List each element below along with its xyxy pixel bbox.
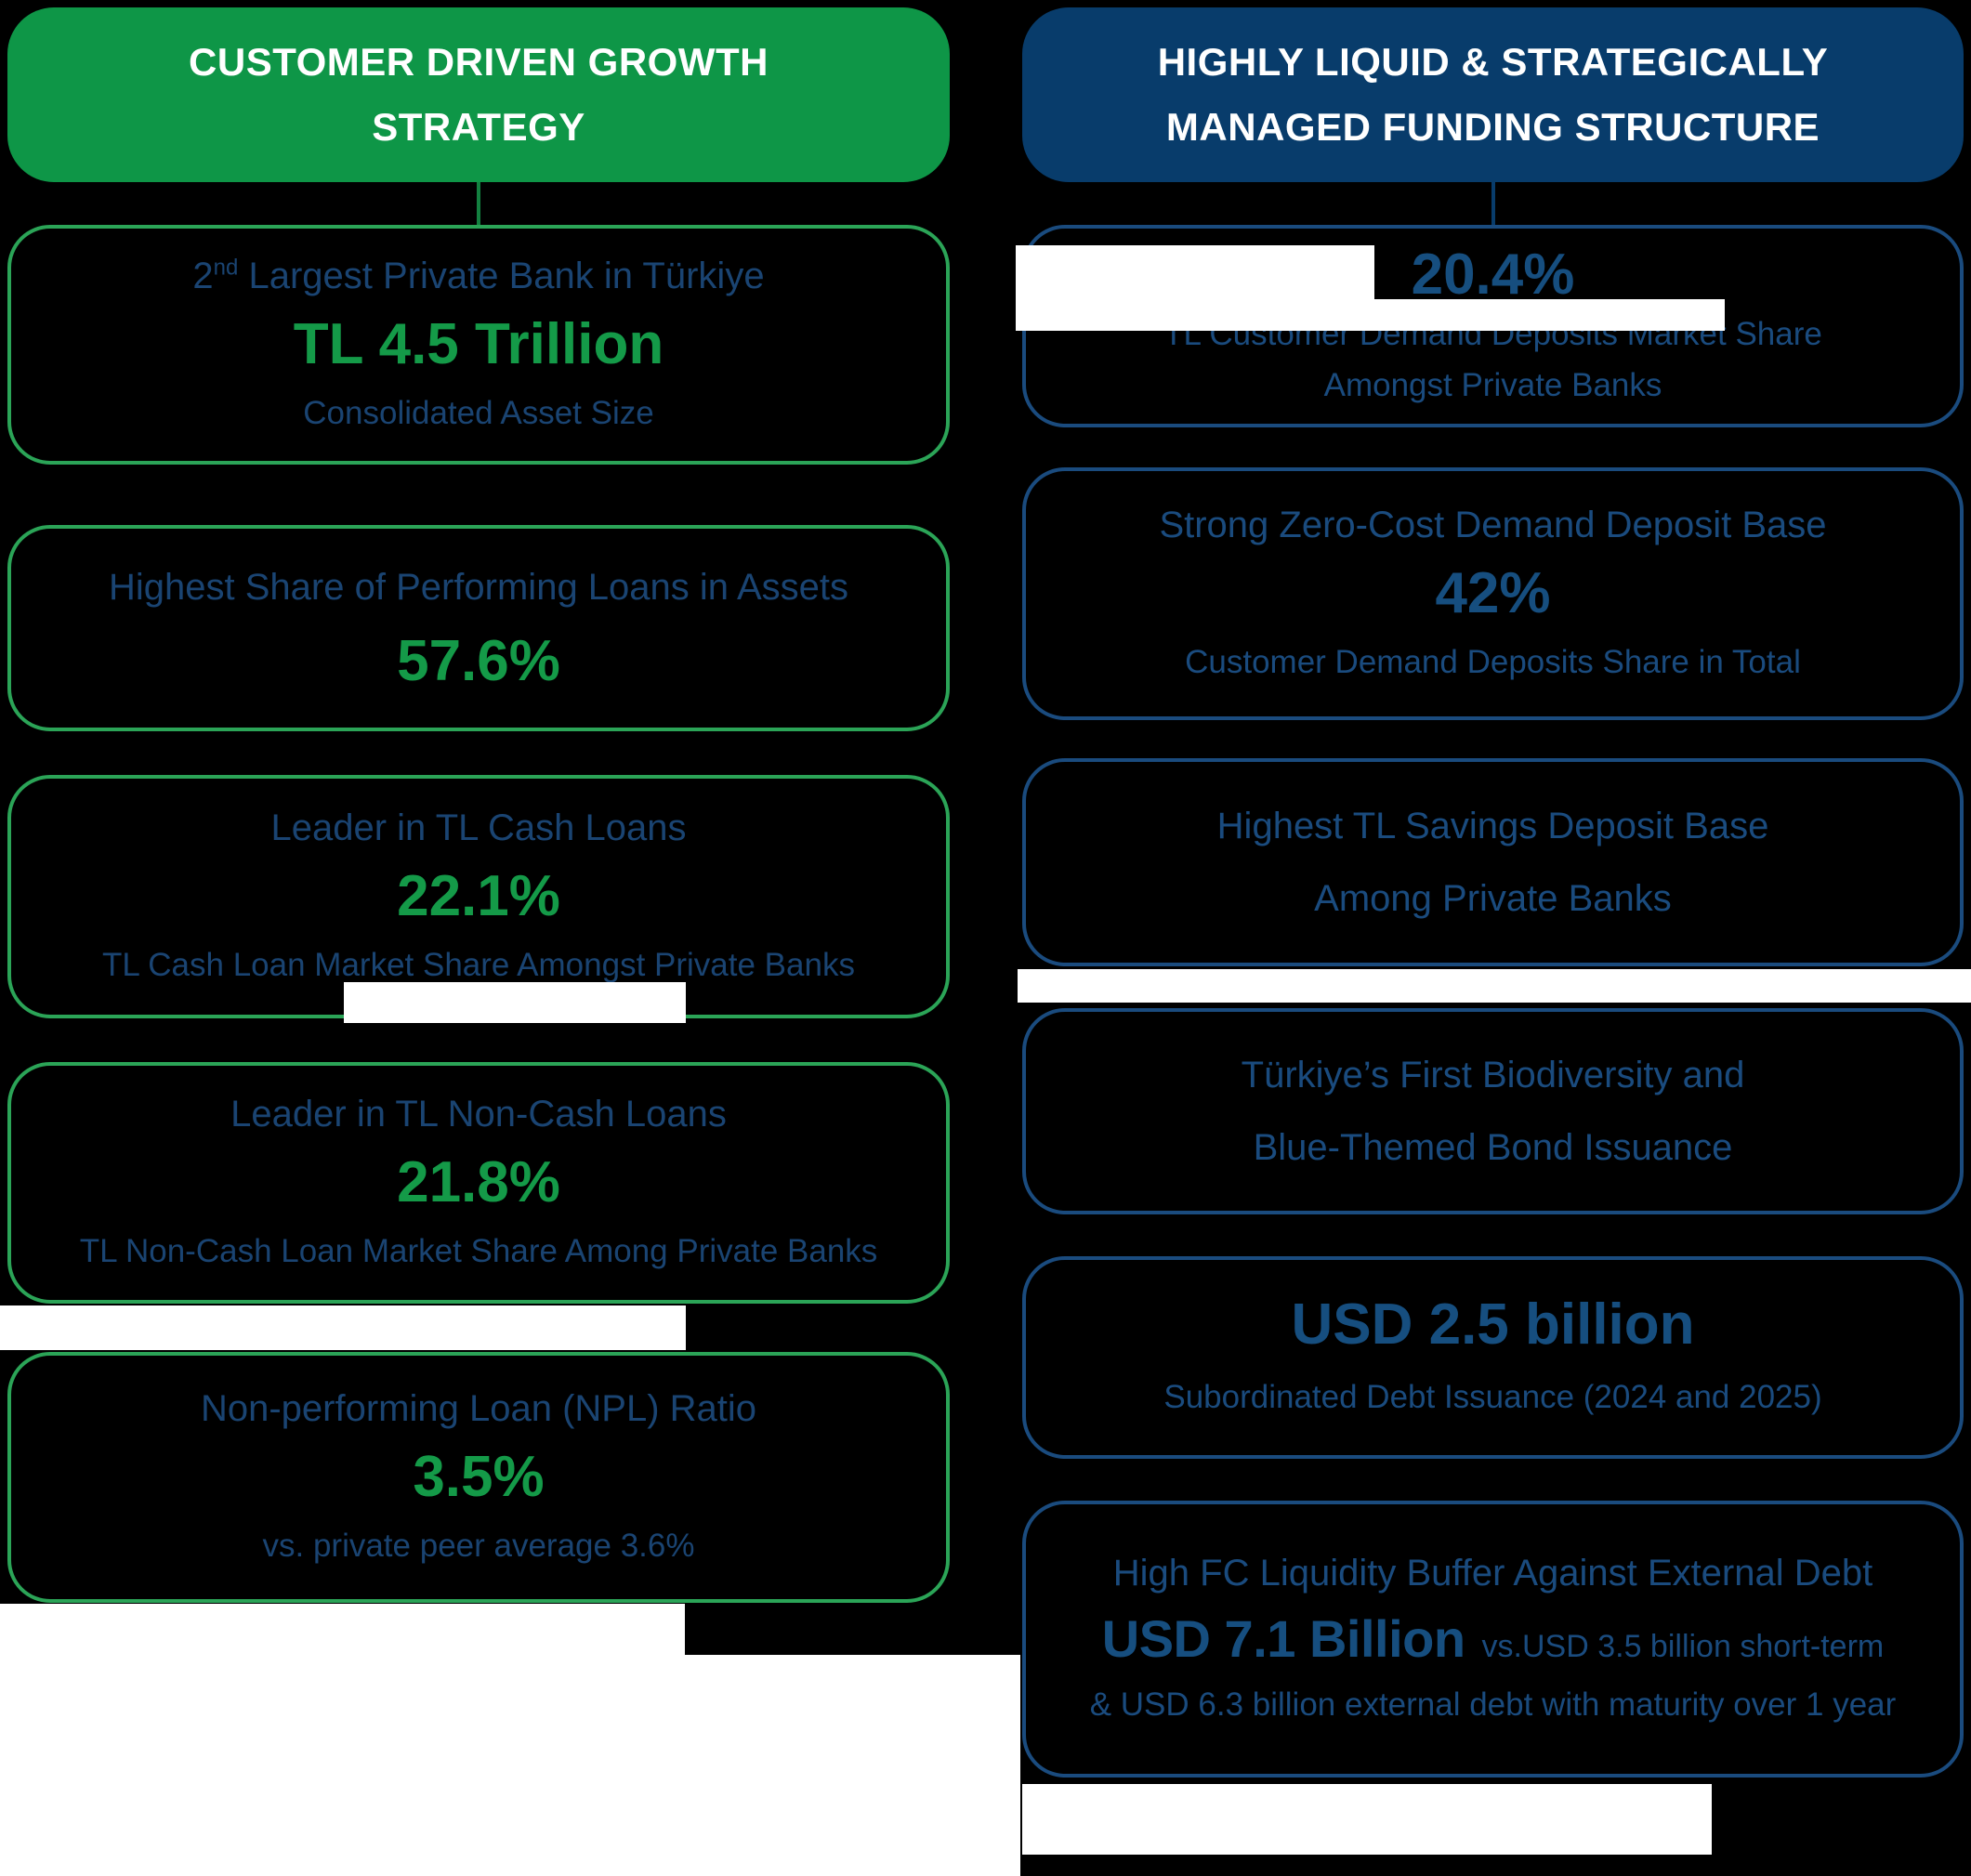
card-title-line2: Among Private Banks	[1314, 878, 1672, 919]
right-header-line1: HIGHLY LIQUID & STRATEGICALLY	[1157, 40, 1829, 84]
card-title: Leader in TL Cash Loans	[270, 807, 687, 849]
title-text: 2	[192, 256, 214, 297]
card-caption-line2: Amongst Private Banks	[1323, 367, 1662, 403]
title-superscript: nd	[213, 255, 239, 281]
left-column-header: CUSTOMER DRIVEN GROWTH STRATEGY	[7, 7, 950, 182]
card-caption: & USD 6.3 billion external debt with mat…	[1089, 1686, 1897, 1724]
card-title-line1: Türkiye’s First Biodiversity and	[1241, 1055, 1745, 1095]
left-header-line1: CUSTOMER DRIVEN GROWTH	[189, 40, 769, 84]
card-value: TL 4.5 Trillion	[293, 312, 664, 377]
card-title: 2nd Largest Private Bank in Türkiye	[192, 255, 764, 297]
redaction-rect-deposits-under	[1374, 299, 1725, 331]
card-value-row: USD 7.1 Billion vs.USD 3.5 billion short…	[1102, 1613, 1884, 1665]
card-value-suffix: vs.USD 3.5 billion short-term	[1481, 1629, 1885, 1665]
card-value: USD 2.5 billion	[1291, 1292, 1695, 1358]
redaction-band-right-column-middle	[1018, 969, 1971, 1003]
card-tl-non-cash-loans: Leader in TL Non-Cash Loans 21.8% TL Non…	[7, 1062, 950, 1304]
card-title: High FC Liquidity Buffer Against Externa…	[1112, 1553, 1873, 1594]
right-header-connector-line	[1491, 182, 1495, 226]
card-title-line2: Blue-Themed Bond Issuance	[1253, 1127, 1733, 1168]
card-value: 20.4%	[1411, 242, 1575, 307]
card-value: 42%	[1435, 561, 1551, 626]
card-caption: vs. private peer average 3.6%	[262, 1528, 695, 1565]
card-title: Strong Zero-Cost Demand Deposit Base	[1159, 505, 1827, 546]
redaction-rect-cash-loans-bottom	[344, 982, 686, 1023]
card-caption: Subordinated Debt Issuance (2024 and 202…	[1163, 1379, 1822, 1416]
left-header-line2: STRATEGY	[372, 105, 585, 149]
card-caption: TL Non-Cash Loan Market Share Among Priv…	[79, 1233, 878, 1270]
card-biodiversity-bond: Türkiye’s First Biodiversity and Blue-Th…	[1022, 1008, 1964, 1214]
title-text-rest: Largest Private Bank in Türkiye	[238, 256, 765, 297]
card-npl-ratio: Non-performing Loan (NPL) Ratio 3.5% vs.…	[7, 1352, 950, 1603]
card-title: Highest Share of Performing Loans in Ass…	[109, 567, 848, 608]
card-caption: Consolidated Asset Size	[303, 395, 654, 432]
card-title: Leader in TL Non-Cash Loans	[230, 1094, 727, 1135]
card-largest-private-bank: 2nd Largest Private Bank in Türkiye TL 4…	[7, 225, 950, 465]
black-patch-bottom-left	[685, 1604, 1020, 1655]
card-tl-savings-deposit-base: Highest TL Savings Deposit Base Among Pr…	[1022, 758, 1964, 966]
redaction-band-below-non-cash-card	[0, 1305, 686, 1350]
card-value: 22.1%	[397, 864, 560, 929]
card-performing-loans: Highest Share of Performing Loans in Ass…	[7, 525, 950, 731]
card-value: 57.6%	[397, 629, 560, 693]
card-value: USD 7.1 Billion	[1101, 1609, 1465, 1669]
right-column-header: HIGHLY LIQUID & STRATEGICALLY MANAGED FU…	[1022, 7, 1964, 182]
card-caption: TL Cash Loan Market Share Amongst Privat…	[102, 947, 855, 984]
card-caption: Customer Demand Deposits Share in Total	[1185, 644, 1801, 681]
card-title: Non-performing Loan (NPL) Ratio	[200, 1388, 757, 1430]
card-fc-liquidity-buffer: High FC Liquidity Buffer Against Externa…	[1022, 1501, 1964, 1778]
card-value: 3.5%	[413, 1445, 545, 1510]
card-zero-cost-deposit-base: Strong Zero-Cost Demand Deposit Base 42%…	[1022, 467, 1964, 720]
redaction-band-below-liquidity-card	[1022, 1784, 1712, 1855]
card-value: 21.8%	[397, 1150, 560, 1215]
right-header-line2: MANAGED FUNDING STRUCTURE	[1165, 105, 1820, 149]
card-subordinated-debt: USD 2.5 billion Subordinated Debt Issuan…	[1022, 1256, 1964, 1459]
card-title-line1: Highest TL Savings Deposit Base	[1216, 806, 1769, 846]
left-header-connector-line	[477, 182, 480, 226]
redaction-rect-deposits-left	[1016, 245, 1374, 331]
